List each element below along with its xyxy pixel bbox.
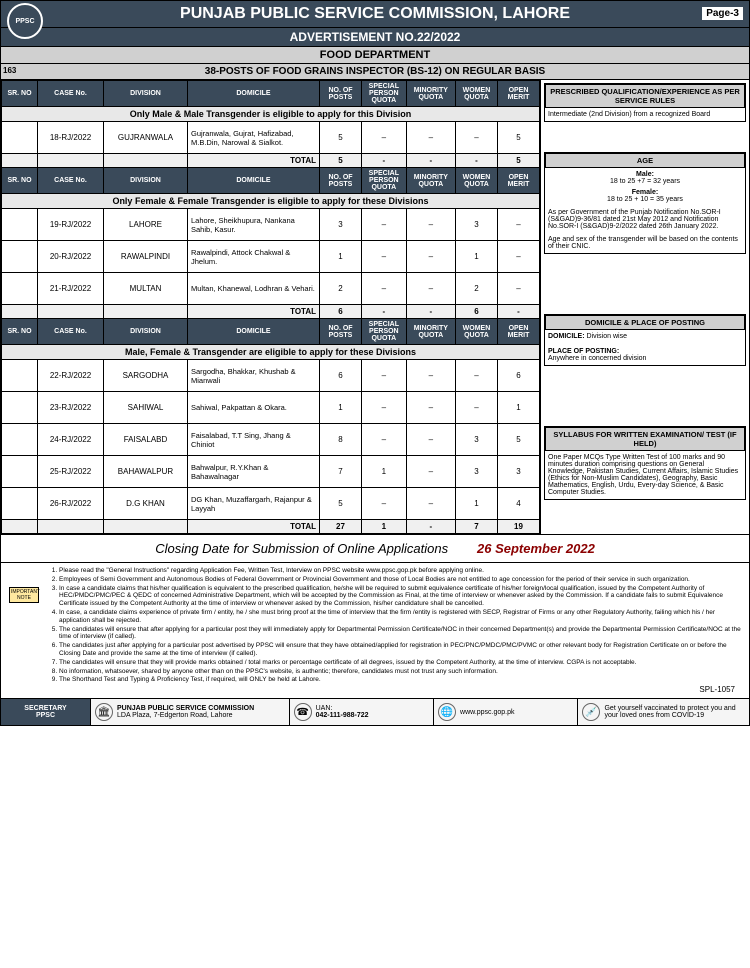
sidebar-column: PRESCRIBED QUALIFICATION/EXPERIENCE AS P… (541, 80, 749, 534)
instruction-item: The candidates just after applying for a… (59, 642, 743, 658)
posts-table: SR. NO CASE No. DIVISION DOMICILE NO. OF… (1, 80, 540, 534)
instruction-item: No information, whatsoever, shared by an… (59, 668, 743, 676)
website-link[interactable]: www.ppsc.gop.pk (460, 709, 514, 716)
age-note1: As per Government of the Punjab Notifica… (548, 209, 742, 230)
eligibility-row: Only Male & Male Transgender is eligible… (2, 107, 540, 122)
instructions-list: Please read the "General Instructions" r… (41, 567, 743, 684)
age-female: 18 to 25 + 10 = 35 years (548, 196, 742, 203)
age-note2: Age and sex of the transgender will be b… (548, 236, 742, 250)
uan-block: ☎ UAN:042-111-988-722 (290, 699, 434, 725)
domicile-value: Division wise (587, 333, 627, 340)
syllabus-body: One Paper MCQs Type Written Test of 100 … (548, 454, 742, 496)
table-header-row: SR. NOCASE No.DIVISIONDOMICILENO. OF POS… (2, 319, 540, 345)
vaccine-icon: 💉 (582, 703, 600, 721)
th-special: SPECIAL PERSON QUOTA (362, 81, 407, 107)
table-row: 25-RJ/2022BAHAWALPURBahwalpur, R.Y.Khan … (2, 456, 540, 488)
total-row: TOTAL6--6- (2, 305, 540, 319)
page-container: PPSC PUNJAB PUBLIC SERVICE COMMISSION, L… (0, 0, 750, 726)
th-merit: OPEN MERIT (497, 81, 539, 107)
age-male-label: Male: (636, 171, 654, 178)
table-header-row: SR. NOCASE No.DIVISIONDOMICILENO. OF POS… (2, 168, 540, 194)
instruction-item: In case, a candidate claims experience o… (59, 609, 743, 625)
closing-date: 26 September 2022 (477, 541, 595, 556)
main-content: SR. NO CASE No. DIVISION DOMICILE NO. OF… (1, 80, 749, 534)
page-number: Page-3 (702, 7, 743, 20)
instruction-item: Please read the "General Instructions" r… (59, 567, 743, 575)
spl-number: SPL-1057 (7, 685, 743, 694)
closing-label: Closing Date for Submission of Online Ap… (155, 541, 448, 556)
th-women: WOMEN QUOTA (455, 81, 497, 107)
table-row: 24-RJ/2022FAISALABDFaisalabad, T.T Sing,… (2, 424, 540, 456)
header-bar: PPSC PUNJAB PUBLIC SERVICE COMMISSION, L… (1, 1, 749, 28)
total-row: TOTAL5---5 (2, 154, 540, 168)
footer-bar: SECRETARY PPSC 🏛 PUNJAB PUBLIC SERVICE C… (1, 698, 749, 725)
domicile-label: DOMICILE: (548, 333, 585, 340)
th-minority: MINORITY QUOTA (406, 81, 455, 107)
table-row: 19-RJ/2022LAHORELahore, Sheikhupura, Nan… (2, 209, 540, 241)
eligibility-row: Male, Female & Transgender are eligible … (2, 345, 540, 360)
table-row: 18-RJ/2022GUJRANWALAGujranwala, Gujrat, … (2, 122, 540, 154)
th-case: CASE No. (38, 81, 104, 107)
table-row: 20-RJ/2022RAWALPINDIRawalpindi, Attock C… (2, 241, 540, 273)
table-row: 23-RJ/2022SAHIWALSahiwal, Pakpattan & Ok… (2, 392, 540, 424)
domicile-box: DOMICILE & PLACE OF POSTING DOMICILE: Di… (544, 314, 746, 366)
table-header-row: SR. NO CASE No. DIVISION DOMICILE NO. OF… (2, 81, 540, 107)
instruction-item: In case a candidate claims that his/her … (59, 585, 743, 608)
instruction-item: Employees of Semi Government and Autonom… (59, 576, 743, 584)
th-domicile: DOMICILE (188, 81, 320, 107)
closing-date-bar: Closing Date for Submission of Online Ap… (1, 534, 749, 563)
vaccine-block: 💉 Get yourself vaccinated to protect you… (578, 699, 749, 725)
qualification-body: Intermediate (2nd Division) from a recog… (548, 111, 742, 118)
age-title: AGE (545, 153, 745, 168)
instructions-block: IMPORTANT NOTE Please read the "General … (1, 563, 749, 698)
instruction-item: The candidates will ensure that after ap… (59, 626, 743, 642)
th-posts: NO. OF POSTS (320, 81, 362, 107)
header-title: PUNJAB PUBLIC SERVICE COMMISSION, LAHORE (180, 5, 570, 22)
th-division: DIVISION (104, 81, 188, 107)
ppsc-logo-icon: PPSC (7, 3, 43, 39)
age-male: 18 to 25 +7 = 32 years (548, 178, 742, 185)
syllabus-box: SYLLABUS FOR WRITTEN EXAMINATION/ TEST (… (544, 426, 746, 500)
globe-icon: 🌐 (438, 703, 456, 721)
syllabus-title: SYLLABUS FOR WRITTEN EXAMINATION/ TEST (… (545, 427, 745, 451)
instruction-item: The Shorthand Test and Typing & Proficie… (59, 676, 743, 684)
qualification-title: PRESCRIBED QUALIFICATION/EXPERIENCE AS P… (545, 84, 745, 108)
age-female-label: Female: (632, 189, 658, 196)
age-box: AGE Male: 18 to 25 +7 = 32 years Female:… (544, 152, 746, 254)
website-block: 🌐 www.ppsc.gop.pk (434, 699, 578, 725)
posting-label: PLACE OF POSTING: (548, 348, 619, 355)
building-icon: 🏛 (95, 703, 113, 721)
qualification-box: PRESCRIBED QUALIFICATION/EXPERIENCE AS P… (544, 83, 746, 122)
total-row: TOTAL271-719 (2, 520, 540, 534)
posts-title: 163 38-POSTS OF FOOD GRAINS INSPECTOR (B… (1, 64, 749, 80)
eligibility-row: Only Female & Female Transgender is elig… (2, 194, 540, 209)
advertisement-number: ADVERTISEMENT NO.22/2022 (1, 28, 749, 47)
table-row: 22-RJ/2022SARGODHASargodha, Bhakkar, Khu… (2, 360, 540, 392)
table-row: 21-RJ/2022MULTANMultan, Khanewal, Lodhra… (2, 273, 540, 305)
th-sr: SR. NO (2, 81, 38, 107)
address-block: 🏛 PUNJAB PUBLIC SERVICE COMMISSIONLDA Pl… (91, 699, 290, 725)
instruction-item: The candidates will ensure that they wil… (59, 659, 743, 667)
domicile-title: DOMICILE & PLACE OF POSTING (545, 315, 745, 330)
phone-icon: ☎ (294, 703, 312, 721)
tables-column: SR. NO CASE No. DIVISION DOMICILE NO. OF… (1, 80, 541, 534)
important-note-badge: IMPORTANT NOTE (9, 587, 39, 603)
table-row: 26-RJ/2022D.G KHANDG Khan, Muzaffargarh,… (2, 488, 540, 520)
department-name: FOOD DEPARTMENT (1, 47, 749, 64)
sr-main: 163 (3, 66, 16, 75)
posting-value: Anywhere in concerned division (548, 355, 742, 362)
secretary-block: SECRETARY PPSC (1, 699, 91, 725)
